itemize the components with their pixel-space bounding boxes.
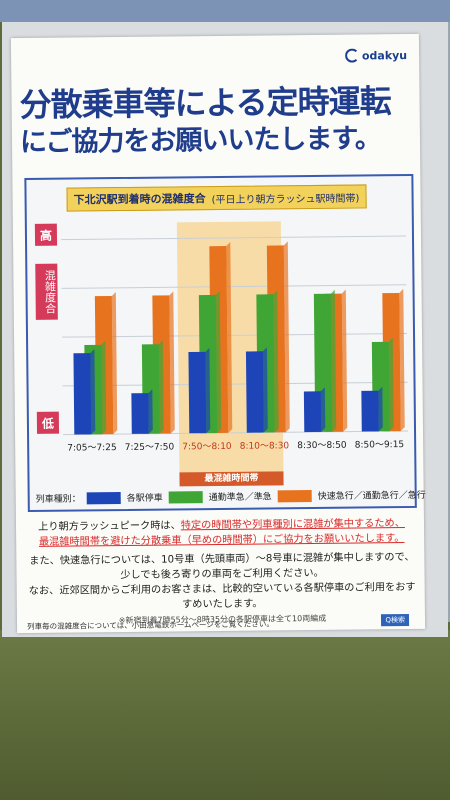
legend-label-express: 快速急行／通勤急行／急行 [317,490,426,502]
tick-label: 8:30〜8:50 [297,441,347,452]
legend-swatch-semi-express [168,490,203,504]
gridline [61,235,406,241]
logo-text: odakyu [361,48,408,62]
chart-title: 下北沢駅到着時の混雑度合 [73,192,206,207]
body-paragraph-1: 上り朝方ラッシュピーク時は、特定の時間帯や列車種別に混雑が集中するため、 最混雑… [24,516,419,550]
legend-label-semi-express: 通勤準急／準急 [208,492,272,504]
footer-text: 列車毎の混雑度合については、小田急電鉄ホームページをご覧ください。 [27,619,274,632]
body-p1-red2: 最混雑時間帯を避けた分散乗車（早めの時間帯）にご協力をお願いいたします。 [38,533,405,548]
body-paragraph-2: また、快速急行については、10号車（先頭車両）〜8号車に混雑が集中しますので、少… [29,551,415,582]
headline-line2: にご協力をお願いいたします。 [19,123,381,159]
bar [73,349,96,435]
wall-top [0,0,450,22]
legend-swatch-local [86,491,121,504]
axis-high-label: 高 [34,223,58,246]
gridline [63,430,409,436]
tick-label: 7:25〜7:50 [125,442,175,453]
peak-label: 最混雑時間帯 [179,471,284,487]
axis-label: 混雑度合 [35,263,58,320]
odakyu-logo: odakyu [344,48,408,63]
bar [245,347,268,433]
tick-label: 7:05〜7:25 [67,443,117,454]
legend-title: 列車種別： [35,494,81,505]
gridline [62,333,408,338]
body-paragraph-3: なお、近郊区間からご利用のお客さまは、比較的空いている各駅停車のご利用をおすすめ… [28,581,416,611]
bar-chart: 7:05〜7:25 7:25〜7:50 7:50〜8:10 8:10〜8:30 8:30… [61,235,409,454]
gridline [61,284,407,289]
poster: odakyu 分散乗車等による定時運転 にご協力をお願いいたします。 下北沢駅到… [10,33,426,634]
headline-line1: 分散乗車等による定時運転 [19,82,391,125]
bar [131,389,153,434]
chart-subtitle: (平日上り朝方ラッシュ駅時間帯) [211,193,360,206]
chart-title-box: 下北沢駅到着時の混雑度合 (平日上り朝方ラッシュ駅時間帯) [66,184,367,212]
chart-panel: 下北沢駅到着時の混雑度合 (平日上り朝方ラッシュ駅時間帯) 高 混雑度合 低 7… [24,173,426,513]
footer-search-badge: Q検索 [381,614,410,627]
congestion-axis: 高 混雑度合 低 [34,223,60,434]
legend: 列車種別： 各駅停車 通勤準急／準急 快速急行／通勤急行／急行 [36,488,426,505]
wall-lower [0,630,450,800]
body-text: 上り朝方ラッシュピーク時は、特定の時間帯や列車種別に混雑が集中するため、 最混雑… [24,516,420,629]
legend-label-local: 各駅停車 [126,493,163,504]
bar [361,386,383,432]
tick-label: 8:10〜8:30 [240,441,290,452]
odakyu-logo-icon [344,48,359,63]
body-p1-intro: 上り朝方ラッシュピーク時は、 [38,520,181,533]
body-p1-red1: 特定の時間帯や列車種別に混雑が集中するため、 [180,518,405,532]
headline: 分散乗車等による定時運転 にご協力をお願いいたします。 [19,82,415,162]
tick-label: 7:50〜8:10 [182,442,232,453]
legend-swatch-express [277,489,312,502]
bar [188,347,211,434]
axis-low-label: 低 [36,411,60,434]
gridline [62,381,408,387]
bar [303,387,326,433]
tick-label: 8:50〜9:15 [355,440,405,451]
